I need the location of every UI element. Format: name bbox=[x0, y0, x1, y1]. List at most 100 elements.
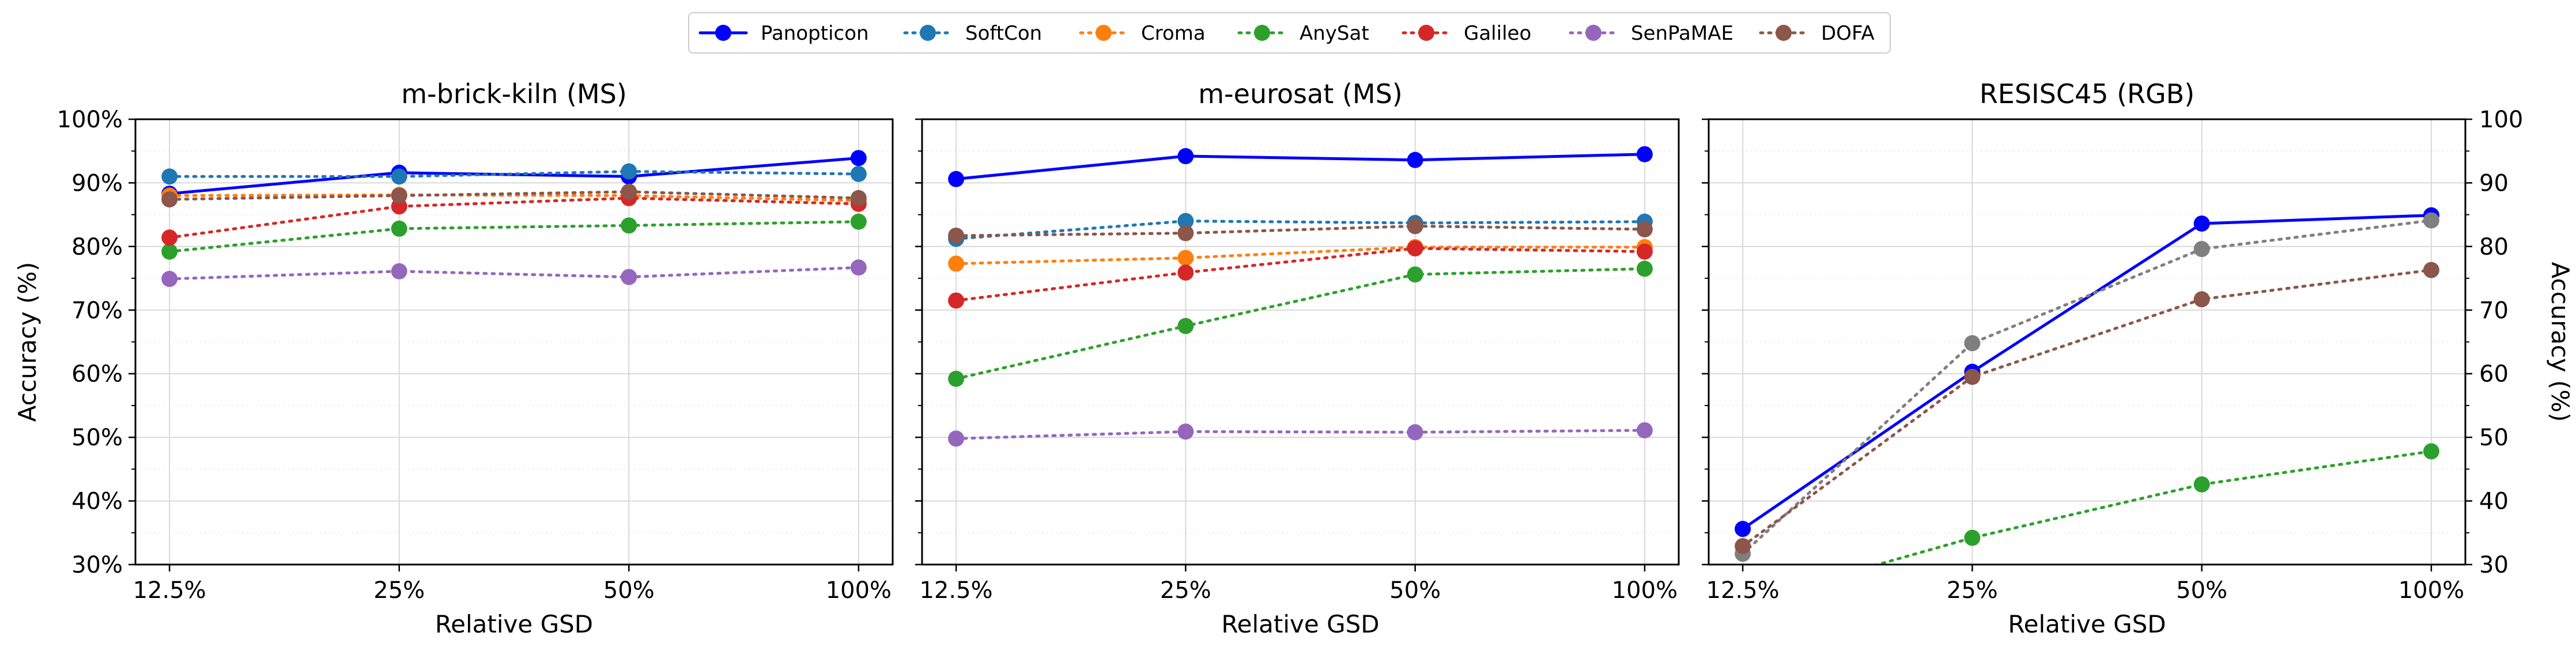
data-point-senpamae bbox=[621, 268, 637, 285]
data-point-gray bbox=[2193, 241, 2210, 258]
series-group bbox=[161, 150, 867, 287]
y-tick-label: 60 bbox=[2479, 361, 2509, 388]
legend-marker-croma bbox=[1096, 25, 1112, 41]
data-point-panopticon bbox=[1735, 521, 1751, 537]
x-tick-label: 12.5% bbox=[133, 577, 206, 604]
x-tick-label: 50% bbox=[2176, 577, 2227, 604]
series-line-softcon bbox=[954, 219, 1646, 241]
data-point-senpamae bbox=[1636, 422, 1653, 438]
legend-label-dofa: DOFA bbox=[1821, 22, 1875, 45]
y-tick-label: 100% bbox=[57, 107, 123, 133]
x-tick-label: 12.5% bbox=[1706, 577, 1780, 604]
data-point-senpamae bbox=[1407, 424, 1423, 441]
series-line-galileo bbox=[168, 196, 860, 239]
legend-marker-panopticon bbox=[715, 25, 731, 41]
series-line-gray bbox=[1741, 219, 2433, 555]
series-line-senpamae bbox=[954, 429, 1646, 440]
data-point-gray bbox=[2423, 212, 2439, 229]
panels: 12.5% 25% 50% 100% 30% 40% 50% 60% 70% 80% 90% 100%… bbox=[13, 78, 2574, 638]
series-line-galileo bbox=[954, 247, 1646, 302]
y-axis-label: Accuracy (%) bbox=[13, 262, 41, 422]
x-tick-label: 100% bbox=[2399, 577, 2464, 604]
legend-label-galileo: Galileo bbox=[1464, 22, 1531, 45]
data-point-panopticon bbox=[1407, 152, 1423, 168]
x-tick-label: 100% bbox=[826, 577, 892, 604]
data-point-anysat bbox=[1964, 529, 1981, 546]
data-point-softcon bbox=[161, 168, 178, 185]
legend-box bbox=[688, 12, 1891, 54]
y-tick-label: 70% bbox=[71, 297, 123, 324]
y-tick-label: 30% bbox=[71, 552, 123, 578]
series-line-croma bbox=[954, 245, 1646, 266]
x-axis-label: Relative GSD bbox=[435, 610, 593, 638]
x-tick-label: 25% bbox=[373, 577, 425, 604]
y-tick-label: 40 bbox=[2479, 489, 2509, 515]
y-tick-label: 40% bbox=[71, 489, 123, 515]
data-point-anysat bbox=[1636, 260, 1653, 277]
panel-m-eurosat-ms: 12.5% 25% 50% 100% m-eurosat (MS) Relative GS… bbox=[915, 78, 1680, 638]
series-line-anysat bbox=[1872, 449, 2433, 565]
legend-marker-galileo bbox=[1418, 25, 1434, 41]
y-axis-label: Accuracy (%) bbox=[2546, 262, 2574, 422]
data-point-panopticon bbox=[2193, 215, 2210, 232]
y-tick-label: 80 bbox=[2479, 234, 2509, 260]
series-line-senpamae bbox=[168, 266, 860, 281]
data-point-anysat bbox=[2193, 476, 2210, 493]
x-tick-label: 50% bbox=[603, 577, 655, 604]
data-point-senpamae bbox=[948, 430, 965, 447]
y-tick-label: 80% bbox=[71, 234, 123, 260]
series-line-panopticon bbox=[1741, 214, 2433, 531]
y-tick-label: 70 bbox=[2479, 297, 2509, 324]
series-group bbox=[1735, 207, 2439, 565]
data-point-dofa bbox=[1735, 537, 1751, 554]
data-point-dofa bbox=[2423, 262, 2439, 278]
series-line-softcon bbox=[168, 170, 860, 178]
data-point-dofa bbox=[850, 190, 867, 206]
legend-marker-softcon bbox=[920, 25, 936, 41]
y-tick-label: 100 bbox=[2479, 107, 2523, 133]
data-point-dofa bbox=[391, 187, 407, 204]
panel-title: m-eurosat (MS) bbox=[1198, 78, 1403, 109]
y-tick-label: 30 bbox=[2479, 552, 2509, 578]
data-point-galileo bbox=[948, 292, 965, 309]
legend-label-anysat: AnySat bbox=[1300, 22, 1369, 45]
data-point-dofa bbox=[1177, 225, 1194, 241]
panel-m-brick-kiln-ms: 12.5% 25% 50% 100% 30% 40% 50% 60% 70% 80% 90% 100%… bbox=[13, 78, 894, 638]
panel-title: RESISC45 (RGB) bbox=[1980, 78, 2194, 109]
series-line-dofa bbox=[1741, 268, 2433, 548]
y-tick-label: 50% bbox=[71, 425, 123, 451]
legend-marker-dofa bbox=[1776, 25, 1792, 41]
legend-label-croma: Croma bbox=[1141, 22, 1206, 45]
data-point-galileo bbox=[1636, 243, 1653, 260]
data-point-panopticon bbox=[1177, 148, 1194, 165]
series-line-panopticon bbox=[168, 156, 860, 195]
data-point-senpamae bbox=[1177, 423, 1194, 440]
data-point-softcon bbox=[850, 165, 867, 182]
data-point-gray bbox=[1964, 335, 1981, 351]
y-tick-label: 50 bbox=[2479, 425, 2509, 451]
y-tick-label: 60% bbox=[71, 361, 123, 388]
series-line-anysat bbox=[168, 220, 860, 253]
data-point-dofa bbox=[948, 228, 965, 244]
series-line-panopticon bbox=[954, 153, 1646, 181]
data-point-galileo bbox=[1407, 240, 1423, 257]
y-tick-label: 90 bbox=[2479, 170, 2509, 196]
x-axis-label: Relative GSD bbox=[1221, 610, 1379, 638]
data-point-panopticon bbox=[850, 150, 867, 166]
data-point-dofa bbox=[1407, 218, 1423, 234]
x-axis-label: Relative GSD bbox=[2008, 610, 2166, 638]
x-tick-label: 25% bbox=[1160, 577, 1211, 604]
panel-title: m-brick-kiln (MS) bbox=[401, 78, 627, 109]
data-point-senpamae bbox=[850, 259, 867, 276]
data-point-anysat bbox=[391, 220, 407, 237]
y-tick-label: 90% bbox=[71, 170, 123, 196]
panel-resisc45-rgb: 12.5% 25% 50% 100% 30 40 50 60 70 80 90 100 RESISC45… bbox=[1702, 78, 2574, 638]
legend-marker-senpamae bbox=[1585, 25, 1601, 41]
data-point-dofa bbox=[2193, 291, 2210, 308]
series-line-croma bbox=[168, 193, 860, 202]
data-point-softcon bbox=[391, 168, 407, 185]
series-line-anysat bbox=[954, 267, 1646, 380]
legend-marker-anysat bbox=[1254, 25, 1270, 41]
legend-label-panopticon: Panopticon bbox=[761, 22, 869, 45]
